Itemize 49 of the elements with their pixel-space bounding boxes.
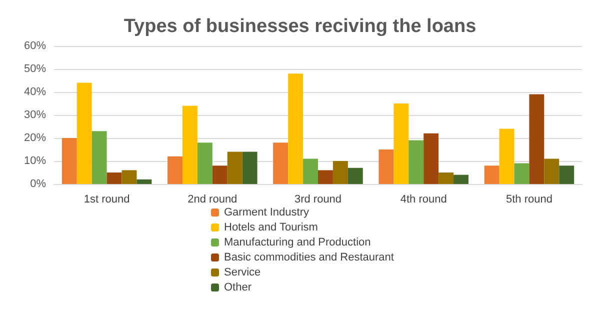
- legend-label: Other: [224, 282, 252, 294]
- bar: [92, 131, 107, 184]
- bar: [62, 138, 77, 184]
- bar: [332, 161, 348, 184]
- x-tick-label: 1st round: [84, 194, 130, 206]
- bar: [394, 104, 409, 184]
- x-tick-label: 5th round: [506, 194, 552, 206]
- bar: [348, 168, 363, 184]
- y-tick-label: 0%: [30, 178, 46, 190]
- legend-label: Basic commodities and Restaurant: [224, 252, 394, 264]
- bar: [484, 166, 500, 184]
- bar: [303, 158, 318, 184]
- legend-label: Hotels and Tourism: [224, 222, 318, 234]
- y-tick-label: 50%: [24, 63, 46, 75]
- y-tick-label: 40%: [24, 86, 46, 98]
- bar: [424, 133, 439, 184]
- y-tick-label: 10%: [24, 155, 46, 167]
- bar: [106, 172, 122, 184]
- legend-label: Service: [224, 266, 261, 278]
- bar: [378, 150, 394, 184]
- chart-title: Types of businesses reciving the loans: [124, 16, 476, 37]
- legend-label: Manufacturing and Production: [224, 236, 371, 248]
- bar: [227, 152, 242, 184]
- bar: [122, 170, 137, 184]
- bar: [242, 152, 258, 184]
- bar: [408, 140, 424, 184]
- x-tick-label: 2nd round: [188, 194, 238, 206]
- legend-label: Garment Industry: [224, 206, 310, 218]
- x-tick-label: 3rd round: [294, 194, 342, 206]
- bar: [182, 106, 198, 184]
- bar: [288, 74, 304, 184]
- bar: [318, 170, 333, 184]
- bar: [197, 142, 212, 184]
- bar: [529, 94, 544, 184]
- bar: [76, 82, 92, 184]
- bar: [168, 156, 182, 184]
- y-tick-label: 60%: [24, 40, 46, 52]
- bar: [514, 163, 530, 184]
- y-tick-label: 30%: [24, 109, 46, 121]
- bar: [136, 179, 152, 184]
- bar: [438, 172, 454, 184]
- y-tick-label: 20%: [24, 132, 46, 144]
- x-tick-label: 4th round: [400, 194, 447, 206]
- bar: [212, 166, 228, 184]
- bar: [273, 142, 288, 184]
- bar: [499, 128, 514, 184]
- bar: [454, 174, 468, 184]
- bar: [559, 166, 574, 184]
- bar: [544, 158, 560, 184]
